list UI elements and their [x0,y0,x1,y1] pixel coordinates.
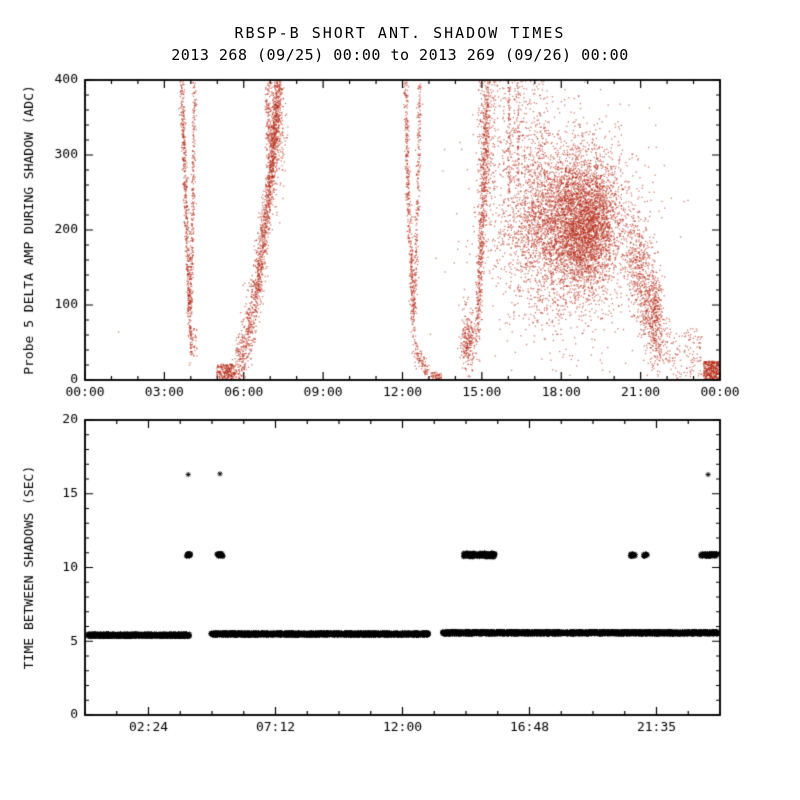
chart-title: RBSP-B SHORT ANT. SHADOW TIMES [234,24,566,42]
chart-subtitle: 2013 268 (09/25) 00:00 to 2013 269 (09/2… [171,46,629,64]
